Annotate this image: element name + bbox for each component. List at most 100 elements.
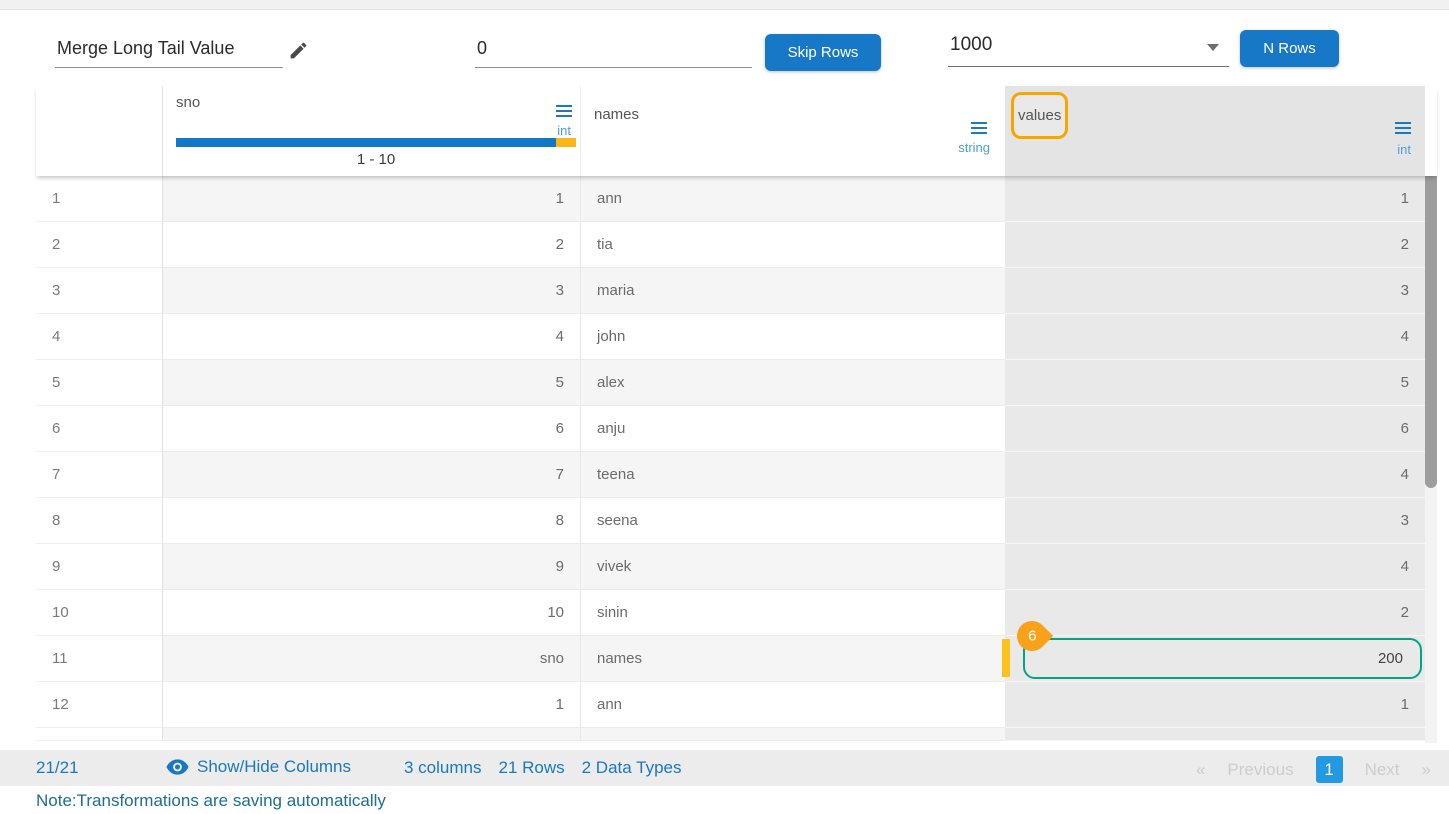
column-name-names: names xyxy=(594,106,640,123)
row-index-cell: 2 xyxy=(36,222,163,268)
columns-summary: 3 columns xyxy=(404,758,482,777)
cell-sno[interactable]: 4 xyxy=(163,314,580,360)
cell-values-text: 4 xyxy=(1400,466,1409,483)
scrollbar-thumb[interactable] xyxy=(1425,86,1437,488)
cell-values-text: 3 xyxy=(1400,512,1409,529)
row-index-cell: 9 xyxy=(36,544,163,590)
menu-icon[interactable] xyxy=(556,105,572,117)
next-arrow[interactable]: » xyxy=(1421,759,1431,779)
menu-icon[interactable] xyxy=(971,122,987,134)
cell-names[interactable]: maria xyxy=(580,268,1005,314)
table-row[interactable]: 6 xyxy=(36,728,1437,741)
cell-sno[interactable]: 1 xyxy=(163,682,580,728)
table-body: 1 1 ann 6 1 2 2 tia 6 2 3 3 maria xyxy=(36,176,1437,741)
cell-names[interactable] xyxy=(580,728,1005,741)
cell-values-text: 2 xyxy=(1400,604,1409,621)
column-header-names[interactable]: names string xyxy=(580,86,1005,176)
show-hide-columns-button[interactable]: Show/Hide Columns xyxy=(166,757,351,777)
types-summary: 2 Data Types xyxy=(581,758,682,777)
cell-names[interactable]: sinin xyxy=(580,590,1005,636)
values-header-highlight-box[interactable]: values xyxy=(1011,92,1069,139)
cell-values[interactable]: 6 3 xyxy=(1005,268,1425,314)
table-row[interactable]: 2 2 tia 6 2 xyxy=(36,222,1437,268)
pencil-icon[interactable] xyxy=(288,40,309,61)
cell-names[interactable]: teena xyxy=(580,452,1005,498)
table-row[interactable]: 5 5 alex 6 5 xyxy=(36,360,1437,406)
cell-values[interactable]: 6 1 xyxy=(1005,682,1425,728)
distribution-bar-yellow xyxy=(556,138,576,147)
prev-arrow[interactable]: « xyxy=(1195,759,1206,779)
cell-values[interactable]: 6 5 xyxy=(1005,360,1425,406)
cell-values[interactable]: 6 2 xyxy=(1005,222,1425,268)
table-row[interactable]: 3 3 maria 6 3 xyxy=(36,268,1437,314)
cell-sno[interactable]: 6 xyxy=(163,406,580,452)
table-summaries: 3 columns 21 Rows 2 Data Types xyxy=(404,758,681,778)
cell-names[interactable]: anju xyxy=(580,406,1005,452)
row-index-cell: 12 xyxy=(36,682,163,728)
row-index-cell: 11 xyxy=(36,636,163,682)
cell-names[interactable]: seena xyxy=(580,498,1005,544)
cell-values[interactable]: 6 4 xyxy=(1005,544,1425,590)
cell-names[interactable]: tia xyxy=(580,222,1005,268)
cell-sno[interactable]: 10 xyxy=(163,590,580,636)
table-row[interactable]: 8 8 seena 6 3 xyxy=(36,498,1437,544)
cell-sno[interactable]: 9 xyxy=(163,544,580,590)
table-row[interactable]: 10 10 sinin 6 2 xyxy=(36,590,1437,636)
row-index-cell: 6 xyxy=(36,406,163,452)
cell-values[interactable]: 6 xyxy=(1005,728,1425,741)
cell-names[interactable]: alex xyxy=(580,360,1005,406)
cell-sno[interactable]: 8 xyxy=(163,498,580,544)
cell-sno[interactable] xyxy=(163,728,580,741)
table-row[interactable]: 6 6 anju 6 6 xyxy=(36,406,1437,452)
table-row[interactable]: 12 1 ann 6 1 xyxy=(36,682,1437,728)
cell-values[interactable]: 6 4 xyxy=(1005,452,1425,498)
cell-sno[interactable]: 2 xyxy=(163,222,580,268)
cell-values[interactable]: 6 200 xyxy=(1002,614,1425,682)
sno-distribution-bar xyxy=(176,138,576,147)
n-rows-value: 1000 xyxy=(950,34,993,55)
change-indicator-bar xyxy=(1002,639,1010,677)
cell-values[interactable]: 6 6 xyxy=(1005,406,1425,452)
selected-cell-outline xyxy=(1023,638,1422,679)
cell-sno[interactable]: 5 xyxy=(163,360,580,406)
cell-values[interactable]: 6 4 xyxy=(1005,314,1425,360)
cell-values[interactable]: 6 2 xyxy=(1005,590,1425,636)
cell-values-text: 4 xyxy=(1400,558,1409,575)
cell-values-text: 3 xyxy=(1400,282,1409,299)
table-row[interactable]: 7 7 teena 6 4 xyxy=(36,452,1437,498)
cell-sno[interactable]: 3 xyxy=(163,268,580,314)
n-rows-button[interactable]: N Rows xyxy=(1240,30,1339,67)
table-row[interactable]: 11 sno names 6 200 xyxy=(36,614,1437,682)
cell-names[interactable]: names xyxy=(580,636,1005,682)
toolbar: Merge Long Tail Value 0 Skip Rows 1000 N… xyxy=(0,10,1449,86)
n-rows-select[interactable]: 1000 xyxy=(948,30,1229,67)
transformation-name-input[interactable]: Merge Long Tail Value xyxy=(55,34,283,68)
previous-button[interactable]: Previous xyxy=(1227,759,1294,779)
cell-names[interactable]: vivek xyxy=(580,544,1005,590)
cell-values-text: 1 xyxy=(1400,190,1409,207)
menu-icon[interactable] xyxy=(1395,122,1411,134)
row-index-cell: 4 xyxy=(36,314,163,360)
row-index-header xyxy=(36,86,163,176)
cell-values[interactable]: 6 3 xyxy=(1005,498,1425,544)
skip-rows-button[interactable]: Skip Rows xyxy=(765,34,881,71)
cell-values-text: 5 xyxy=(1400,374,1409,391)
cell-values[interactable]: 6 1 xyxy=(1005,176,1425,222)
cell-sno[interactable]: 1 xyxy=(163,176,580,222)
column-header-values[interactable]: values int xyxy=(1005,86,1425,176)
current-page[interactable]: 1 xyxy=(1315,756,1343,783)
table-row[interactable]: 9 9 vivek 6 4 xyxy=(36,544,1437,590)
table-row[interactable]: 4 4 john 6 4 xyxy=(36,314,1437,360)
skip-rows-input[interactable]: 0 xyxy=(475,34,752,68)
cell-sno[interactable]: sno xyxy=(163,636,580,682)
cell-names[interactable]: john xyxy=(580,314,1005,360)
cell-sno[interactable]: 7 xyxy=(163,452,580,498)
cell-values-text: 2 xyxy=(1400,236,1409,253)
table-row[interactable]: 1 1 ann 6 1 xyxy=(36,176,1437,222)
column-header-sno[interactable]: sno int 1 - 10 xyxy=(163,86,580,176)
vertical-scrollbar[interactable] xyxy=(1425,86,1437,743)
next-button[interactable]: Next xyxy=(1364,759,1400,779)
cell-names[interactable]: ann xyxy=(580,682,1005,728)
cell-names[interactable]: ann xyxy=(580,176,1005,222)
